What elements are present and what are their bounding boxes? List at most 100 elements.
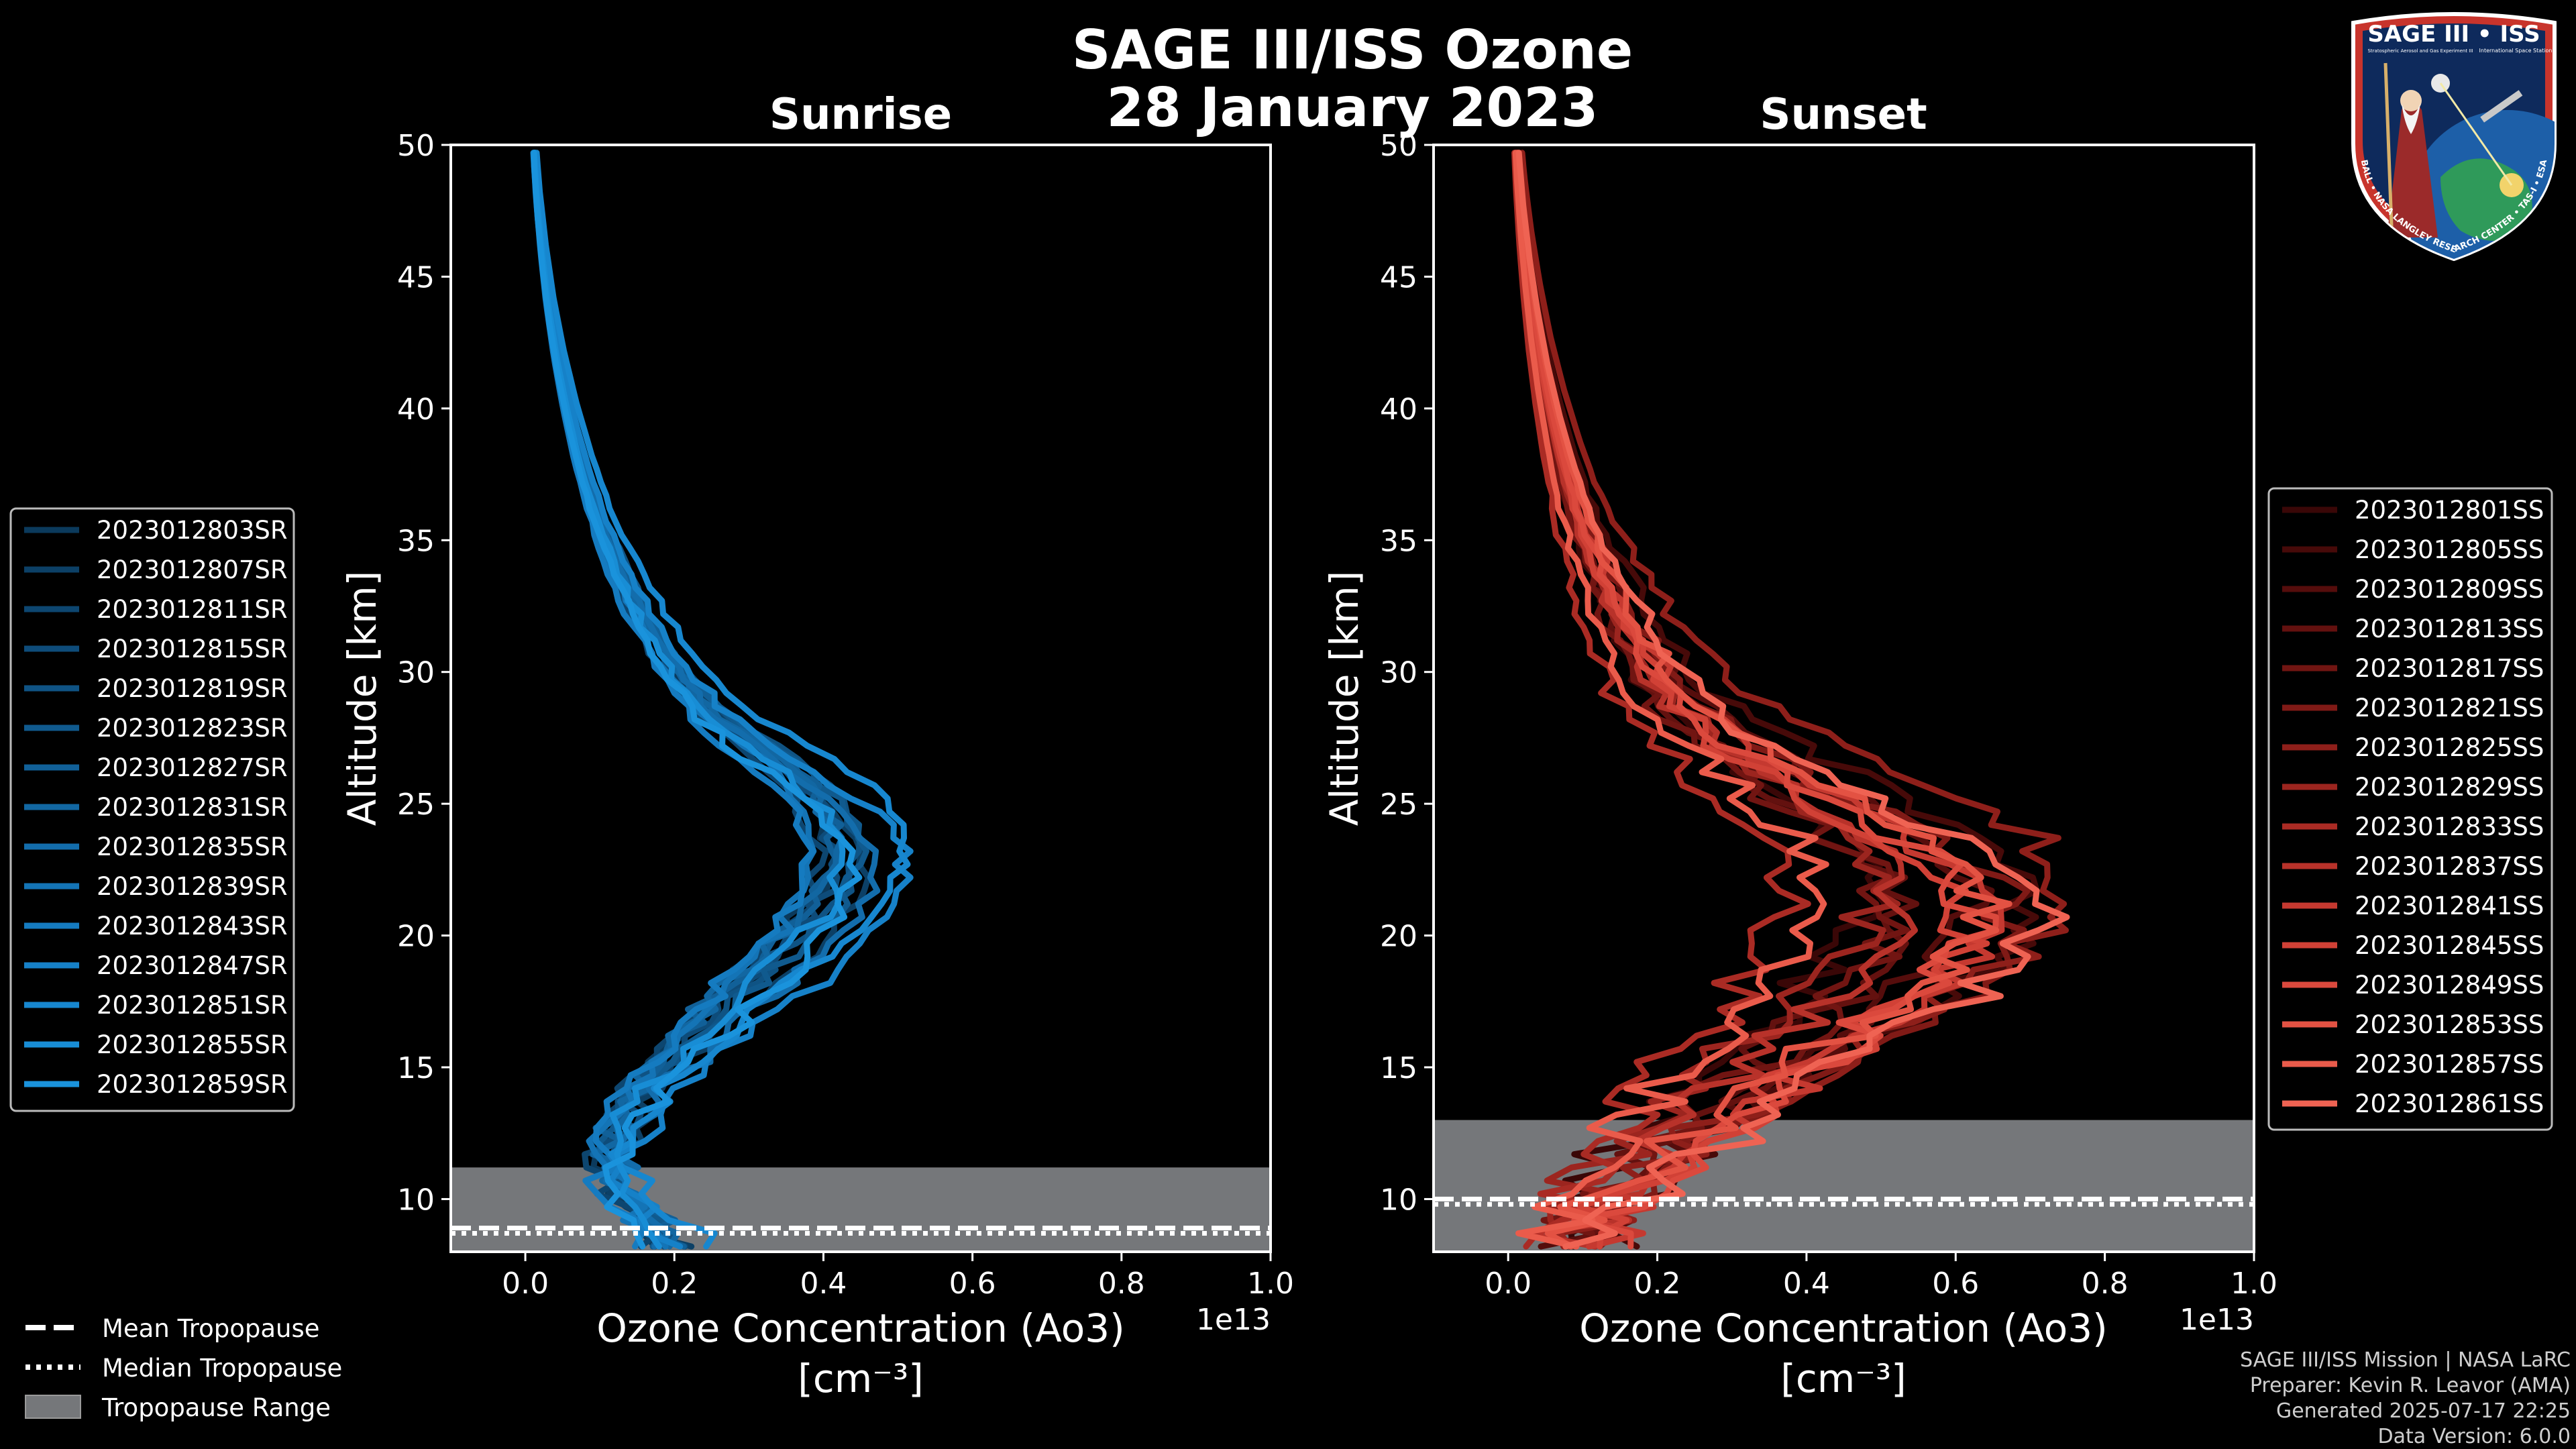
sunrise-x-axis-unit: [cm⁻³] [798,1356,924,1401]
credit-generated: Generated 2025-07-17 22:25 [2276,1399,2571,1423]
x-tick-label: 0.2 [1634,1267,1681,1301]
legend-label: 2023012849SS [2355,971,2544,1000]
x-tick-label: 0.6 [1932,1267,1979,1301]
legend-label: 2023012853SS [2355,1010,2544,1039]
badge-iss-icon [2480,90,2523,123]
legend-label: 2023012837SS [2355,852,2544,881]
legend-label: 2023012827SR [97,753,288,782]
y-tick-label: 15 [397,1051,435,1085]
legend-label: 2023012829SS [2355,773,2544,802]
credits: SAGE III/ISS Mission | NASA LaRC Prepare… [2240,1348,2571,1448]
sunset-x-ticks: 0.0 0.2 0.4 0.6 0.8 1.0 [1485,1252,2277,1301]
sunrise-panel-title: Sunrise [769,90,952,140]
x-tick-label: 0.0 [1485,1267,1532,1301]
legend-label: 2023012813SS [2355,614,2544,643]
legend-label: 2023012815SR [97,635,288,663]
legend-label: 2023012805SS [2355,535,2544,564]
profile-line [1515,150,2070,1250]
sunrise-plot-frame [449,144,1272,1253]
x-tick-label: 1.0 [1247,1267,1294,1301]
y-tick-label: 45 [397,260,435,294]
figure-date: 28 January 2023 [1107,76,1599,139]
legend-label: 2023012831SR [97,793,288,822]
y-tick-label: 25 [1380,788,1417,822]
y-tick-label: 25 [397,788,435,822]
sunset-legend-box [2267,487,2553,1131]
tropopause-range-label: Tropopause Range [101,1393,331,1422]
legend-label: 2023012811SR [97,595,288,624]
legend-label: 2023012821SS [2355,694,2544,722]
legend-label: 2023012825SS [2355,733,2544,762]
x-tick-label: 0.4 [1783,1267,1830,1301]
y-tick-label: 50 [397,129,435,163]
sunset-plot-frame [1432,144,2255,1253]
legend-label: 2023012801SS [2355,496,2544,525]
sunset-plot-background [1434,145,2254,1252]
sunrise-x-scale-label: 1e13 [1196,1303,1271,1337]
x-tick-label: 0.8 [1098,1267,1145,1301]
credit-data-version: Data Version: 6.0.0 [2378,1425,2571,1448]
x-tick-label: 0.8 [2082,1267,2129,1301]
x-tick-label: 0.2 [651,1267,698,1301]
badge-subtitle-left: Stratospheric Aerosol and Gas Experiment… [2367,48,2473,54]
sunset-profile-lines [1511,150,2070,1250]
x-tick-label: 0.0 [502,1267,549,1301]
legend-label: 2023012817SS [2355,654,2544,683]
profile-line [531,150,863,1250]
y-tick-label: 20 [397,920,435,954]
x-tick-label: 1.0 [2231,1267,2277,1301]
sunset-legend: 2023012801SS 2023012805SS 2023012809SS 2023… [2267,487,2553,1131]
badge-figure-icon [2387,100,2438,237]
y-tick-label: 20 [1380,920,1417,954]
sunrise-plot: 0.0 0.2 0.4 0.6 0.8 1.0 10 15 20 25 30 35 40 45 50 1e… [339,129,1294,1401]
legend-label: 2023012851SR [97,991,288,1020]
badge-subtitle-right: International Space Station [2479,48,2553,54]
sunrise-tropopause-range [451,1167,1271,1252]
y-tick-label: 35 [397,524,435,558]
figure-title: SAGE III/ISS Ozone [1072,19,1633,81]
x-tick-label: 0.6 [949,1267,996,1301]
sage-iii-iss-badge: SAGE III • ISS Stratospheric Aerosol and… [2351,12,2557,262]
sunset-y-ticks: 10 15 20 25 30 35 40 45 50 [1380,129,1434,1217]
y-tick-label: 15 [1380,1051,1417,1085]
credit-preparer: Preparer: Kevin R. Leavor (AMA) [2250,1374,2571,1397]
legend-label: 2023012845SS [2355,931,2544,960]
legend-label: 2023012803SR [97,516,288,545]
sunset-x-axis-label: Ozone Concentration (Ao3) [1579,1305,2108,1351]
badge-title: SAGE III • ISS [2367,21,2540,48]
legend-label: 2023012819SR [97,674,288,703]
sunrise-x-axis-label: Ozone Concentration (Ao3) [596,1305,1125,1351]
y-tick-label: 30 [1380,656,1417,690]
y-tick-label: 40 [397,392,435,427]
profile-line [1519,150,2069,1250]
legend-label: 2023012833SS [2355,812,2544,841]
legend-label: 2023012859SR [97,1070,288,1099]
y-tick-label: 35 [1380,524,1417,558]
sunset-panel-title: Sunset [1760,90,1927,140]
sunrise-legend-box [9,507,295,1112]
mean-tropopause-label: Mean Tropopause [102,1314,320,1343]
sunrise-y-axis-label: Altitude [km] [339,571,385,826]
tropopause-legend: Mean Tropopause Median Tropopause Tropop… [25,1314,342,1422]
sunrise-y-ticks: 10 15 20 25 30 35 40 45 50 [397,129,451,1217]
sunrise-legend: 2023012803SR 2023012807SR 2023012811SR 2023… [9,507,295,1112]
sunset-x-scale-label: 1e13 [2180,1303,2254,1337]
legend-label: 2023012839SR [97,872,288,901]
legend-label: 2023012847SR [97,951,288,980]
tropopause-range-swatch [25,1395,81,1419]
y-tick-label: 10 [397,1183,435,1217]
legend-label: 2023012807SR [97,555,288,584]
legend-label: 2023012861SS [2355,1089,2544,1118]
y-tick-label: 10 [1380,1183,1417,1217]
y-tick-label: 40 [1380,392,1417,427]
profile-line [1512,150,1829,1250]
y-tick-label: 45 [1380,260,1417,294]
sunset-x-axis-unit: [cm⁻³] [1780,1356,1907,1401]
sunrise-plot-background [451,145,1271,1252]
sunset-y-axis-label: Altitude [km] [1322,571,1367,826]
sunrise-profile-lines [530,150,914,1250]
credit-mission: SAGE III/ISS Mission | NASA LaRC [2240,1348,2571,1372]
sunset-plot: 0.0 0.2 0.4 0.6 0.8 1.0 10 15 20 25 30 35 40 45 50 1e… [1322,129,2277,1401]
profile-line [1511,150,1811,1250]
